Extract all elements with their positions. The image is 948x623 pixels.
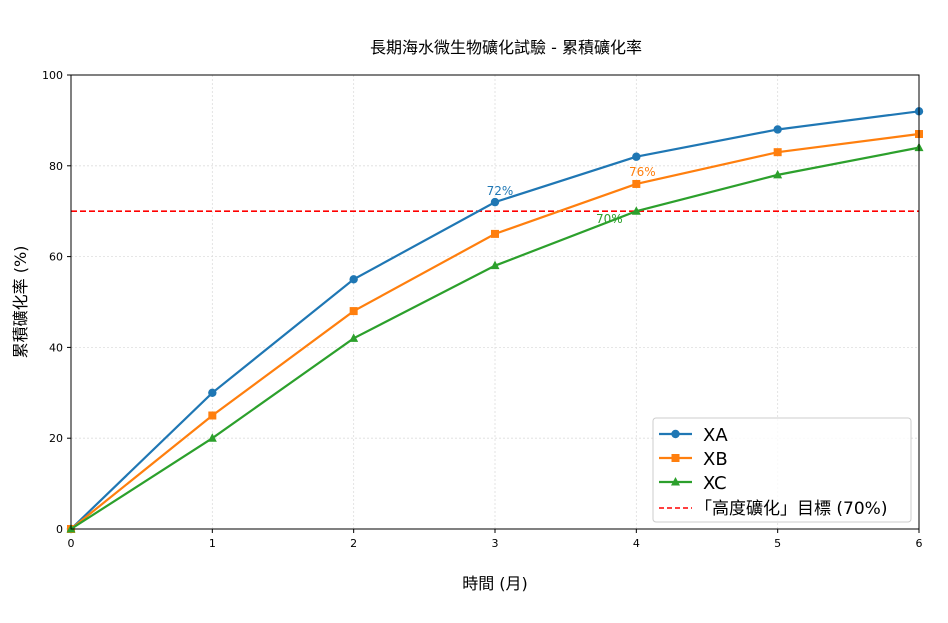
legend-marker-xb (671, 454, 680, 462)
data-point-xa (490, 197, 500, 207)
data-point-xc (490, 260, 500, 270)
y-tick-label: 60 (49, 251, 63, 264)
chart-title: 長期海水微生物礦化試驗 - 累積礦化率 (370, 38, 642, 57)
x-tick-label: 5 (774, 537, 781, 550)
y-tick-label: 20 (49, 432, 63, 445)
y-tick-label: 40 (49, 341, 63, 354)
data-point-xb (491, 229, 499, 238)
data-point-xb (632, 179, 641, 188)
data-point-xc (207, 433, 217, 442)
x-tick-label: 0 (68, 537, 75, 550)
legend-label-threshold: 「高度礦化」目標 (70%) (695, 499, 887, 519)
data-point-xb (773, 148, 782, 157)
data-point-xc (773, 169, 783, 179)
data-point-xc (631, 206, 641, 215)
series-group (66, 107, 924, 534)
data-point-xa (208, 388, 217, 397)
annotation-label: 76% (629, 165, 656, 179)
data-point-xb (208, 411, 217, 420)
legend-label-xb: XB (703, 449, 728, 470)
legend-marker-xc (671, 477, 680, 486)
x-axis-label: 時間 (月) (462, 574, 528, 593)
y-tick-label: 80 (49, 160, 63, 173)
x-tick-label: 3 (492, 537, 499, 550)
legend-label-xc: XC (703, 473, 727, 494)
x-tick-label: 1 (209, 537, 216, 550)
data-point-xa (773, 125, 782, 134)
data-point-xa (349, 275, 358, 284)
legend-label-xa: XA (703, 425, 728, 446)
data-point-xb (349, 307, 358, 316)
y-tick-label: 100 (42, 69, 63, 82)
plot-frame (70, 74, 920, 530)
x-tick-label: 2 (350, 537, 357, 550)
legend-box (652, 417, 912, 523)
annotations: 72% 76% 70% (487, 165, 656, 226)
data-point-xa (632, 152, 641, 161)
y-axis-label: 累積礦化率 (%) (11, 246, 30, 359)
annotation-label: 70% (596, 212, 623, 226)
x-tick-label: 6 (916, 537, 923, 550)
annotation-label: 72% (487, 184, 514, 198)
legend: XA XB XC 「高度礦化」目標 (70%) (652, 417, 912, 523)
data-point-xc (349, 333, 359, 342)
y-tick-label: 0 (56, 523, 63, 536)
x-tick-label: 4 (633, 537, 640, 550)
legend-marker-xa (671, 429, 680, 439)
